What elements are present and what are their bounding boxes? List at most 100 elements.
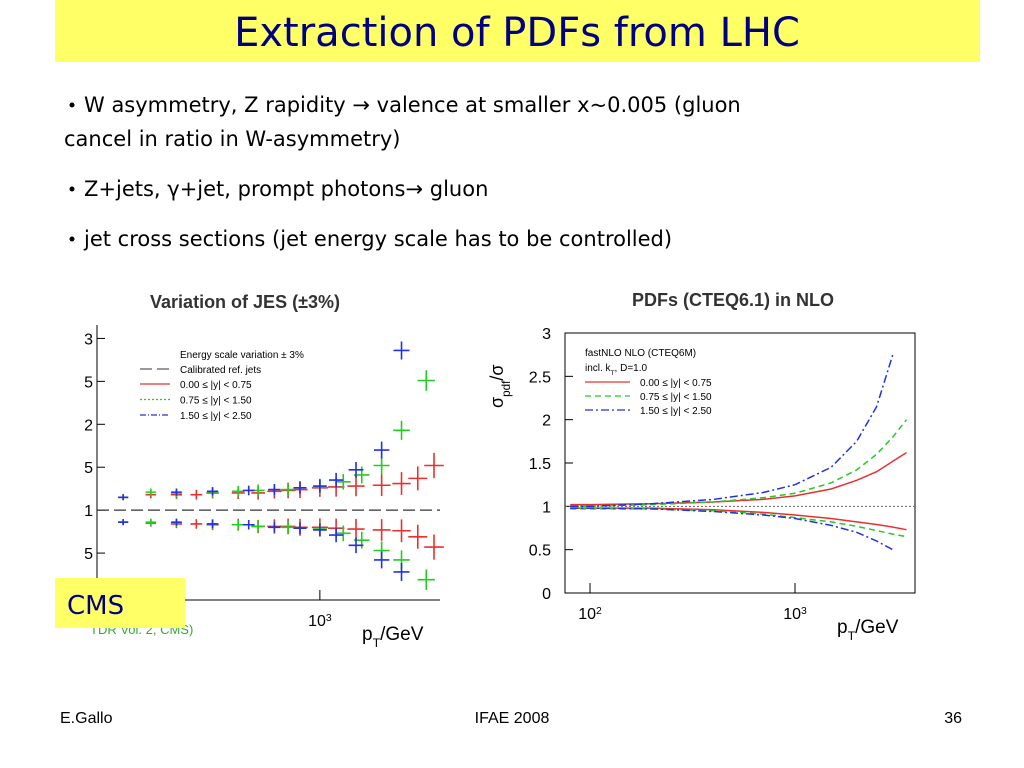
footer-center: IFAE 2008 xyxy=(475,710,550,727)
y-tick-label: 0.5 xyxy=(529,543,551,560)
legend-header: Energy scale variation ± 3% xyxy=(180,350,304,361)
text-part: 3 xyxy=(326,613,332,624)
bullet-text: W asymmetry, Z rapidity → valence at sma… xyxy=(84,93,741,117)
text-part: T xyxy=(373,636,381,650)
data-point xyxy=(347,475,365,497)
text-part: pdf xyxy=(500,380,513,397)
data-point xyxy=(393,341,410,360)
y-tick-label: 1 xyxy=(542,499,551,516)
y-tick-label: 1.5 xyxy=(529,456,551,473)
x-tick-label: 102 xyxy=(578,606,602,624)
y-tick-label: 1 xyxy=(84,503,93,520)
bullet-dot xyxy=(69,186,75,192)
legend-label: 0.00 ≤ |y| < 0.75 xyxy=(180,380,252,391)
data-point xyxy=(145,488,157,496)
data-point xyxy=(373,551,390,569)
data-point xyxy=(232,485,245,497)
text-part: σ xyxy=(487,397,507,408)
data-point xyxy=(206,519,219,529)
bullet-dot xyxy=(69,102,75,108)
legend-label: 0.75 ≤ |y| < 1.50 xyxy=(180,396,252,407)
data-point xyxy=(268,521,281,533)
y-tick-label: 2 xyxy=(542,413,551,430)
title-box xyxy=(55,0,980,62)
text-part: /GeV xyxy=(855,617,899,638)
data-point xyxy=(190,519,203,529)
text-part: 3 xyxy=(801,606,807,617)
legend-label: 1.50 ≤ |y| < 2.50 xyxy=(180,411,252,422)
plot-title: PDFs (CTEQ6.1) in NLO xyxy=(632,290,834,310)
y-tick-label: 0 xyxy=(542,586,551,603)
y-tick-label: 2.5 xyxy=(529,369,551,386)
cms-box xyxy=(55,578,185,628)
legend-label: 1.50 ≤ |y| < 2.50 xyxy=(640,406,712,417)
text-part: /GeV xyxy=(380,624,424,645)
y-tick-label: 3 xyxy=(542,326,551,343)
data-point xyxy=(347,518,365,540)
text-part: p xyxy=(837,617,848,638)
data-point xyxy=(329,472,344,488)
y-tick-label: 5 xyxy=(84,374,93,391)
data-point xyxy=(424,452,444,479)
data-point xyxy=(392,472,411,495)
data-point xyxy=(417,569,435,590)
y-tick-label: 3 xyxy=(84,331,93,348)
data-point xyxy=(268,484,281,495)
x-axis-label: pT/GeV xyxy=(362,624,424,650)
data-point xyxy=(373,456,390,475)
data-point xyxy=(313,523,327,537)
data-point xyxy=(372,474,391,497)
text-part: 10 xyxy=(578,606,596,623)
text-part: T xyxy=(611,370,615,377)
data-point xyxy=(171,488,182,496)
text-part: /σ xyxy=(487,365,507,381)
cms-label: CMS xyxy=(67,591,124,621)
figure-right xyxy=(510,280,930,640)
bullet-text: Z+jets, γ+jet, prompt photons→ gluon xyxy=(84,177,488,201)
bullet-text: jet cross sections (jet energy scale has… xyxy=(83,227,672,251)
y-tick-label: 5 xyxy=(84,460,93,477)
data-point xyxy=(408,524,428,549)
data-point xyxy=(335,474,351,490)
data-point xyxy=(293,522,307,535)
text-part: 10 xyxy=(308,613,326,630)
y-tick-label: 2 xyxy=(84,417,93,434)
text-part: incl. k xyxy=(585,363,612,374)
data-point xyxy=(145,518,157,526)
legend-label: Calibrated ref. jets xyxy=(180,365,261,376)
text-part: T xyxy=(848,629,856,643)
legend-label: 0.75 ≤ |y| < 1.50 xyxy=(640,392,712,403)
data-point xyxy=(424,534,444,560)
data-point xyxy=(242,485,255,496)
data-point xyxy=(393,420,410,440)
y-tick-label: 5 xyxy=(84,546,93,563)
data-point xyxy=(281,520,295,534)
bullet-dot xyxy=(69,236,75,242)
legend-label: 0.00 ≤ |y| < 0.75 xyxy=(640,378,712,389)
data-point xyxy=(408,466,428,491)
y-axis-label: σpdf/σ xyxy=(487,365,513,408)
x-tick-label: 103 xyxy=(783,606,807,624)
text-part: p xyxy=(362,624,373,645)
curve xyxy=(570,507,894,551)
text-part: 10 xyxy=(783,606,801,623)
data-point xyxy=(118,494,129,501)
data-point xyxy=(372,519,391,541)
legend-header: fastNLO NLO (CTEQ6M) xyxy=(585,348,696,359)
x-axis-label: pT/GeV xyxy=(837,617,899,643)
data-point xyxy=(232,519,245,531)
data-point xyxy=(313,479,327,493)
x-tick-label: 103 xyxy=(308,613,332,631)
legend-subheader: incl. kT, D=1.0 xyxy=(585,363,648,377)
data-point xyxy=(171,518,182,526)
data-point xyxy=(329,527,344,543)
text-part: 2 xyxy=(596,606,602,617)
data-point xyxy=(348,461,364,478)
data-point xyxy=(206,487,219,496)
data-point xyxy=(348,537,364,554)
data-point xyxy=(281,482,295,497)
slide-title: Extraction of PDFs from LHC xyxy=(234,10,800,56)
data-point xyxy=(118,519,129,526)
bullet-text: cancel in ratio in W-asymmetry) xyxy=(64,127,400,151)
